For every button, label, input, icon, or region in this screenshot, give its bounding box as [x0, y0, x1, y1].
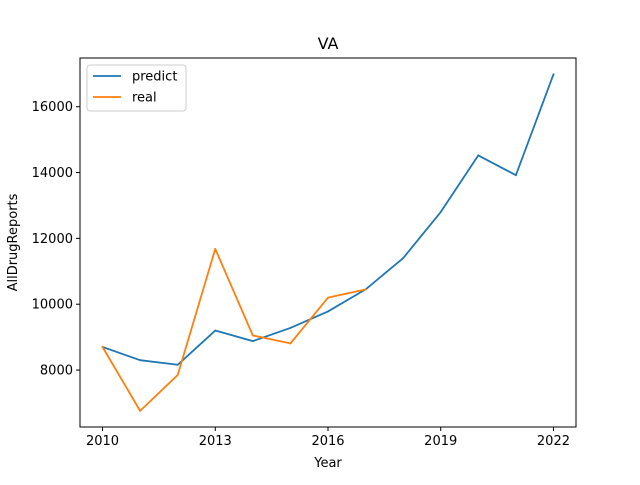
data-point-predict-2011	[139, 359, 142, 362]
plot-area	[79, 57, 577, 428]
data-point-predict-2021	[514, 174, 517, 177]
data-point-predict-2012	[176, 363, 179, 366]
y-tick-label-14000: 14000	[32, 166, 73, 181]
data-point-predict-2016	[327, 310, 329, 313]
data-point-real-2011	[139, 409, 142, 412]
x-axis-ticks: 2010 2013 2016 2019 2022	[86, 427, 570, 449]
series-line-real	[101, 248, 367, 412]
x-tick-label-2019: 2019	[424, 434, 457, 449]
data-point-real-2014	[251, 334, 254, 337]
series-layer	[101, 73, 555, 412]
y-tick-label-10000: 10000	[32, 298, 73, 313]
data-point-real-2012	[176, 374, 179, 376]
data-point-predict-2022	[552, 73, 555, 76]
data-point-real-2010	[101, 346, 104, 348]
data-point-real-2013	[214, 248, 217, 250]
x-tick-label-2022: 2022	[537, 434, 570, 449]
data-point-real-2017	[364, 288, 367, 291]
data-point-predict-2014	[251, 340, 254, 342]
y-tick-label-12000: 12000	[32, 232, 73, 247]
x-axis-label: Year	[313, 456, 342, 471]
data-point-real-2016	[327, 296, 329, 299]
legend-label-real: real	[132, 91, 157, 106]
data-point-predict-2018	[402, 257, 405, 260]
y-axis-label: AllDrugReports	[6, 193, 21, 291]
y-tick-label-16000: 16000	[32, 100, 73, 115]
data-point-real-2015	[289, 342, 292, 345]
y-tick-label-8000: 8000	[40, 364, 73, 379]
x-tick-label-2016: 2016	[311, 434, 344, 449]
data-point-predict-2020	[477, 154, 480, 157]
legend-label-predict: predict	[132, 70, 177, 85]
data-point-predict-2019	[439, 211, 442, 213]
chart-title: VA	[318, 34, 339, 53]
data-point-predict-2013	[214, 329, 217, 332]
y-axis-ticks: 8000 10000 12000 14000 16000	[32, 100, 80, 379]
legend: predict real	[86, 64, 187, 112]
data-point-predict-2015	[289, 327, 292, 329]
x-tick-label-2013: 2013	[199, 434, 232, 449]
x-tick-label-2010: 2010	[86, 434, 119, 449]
